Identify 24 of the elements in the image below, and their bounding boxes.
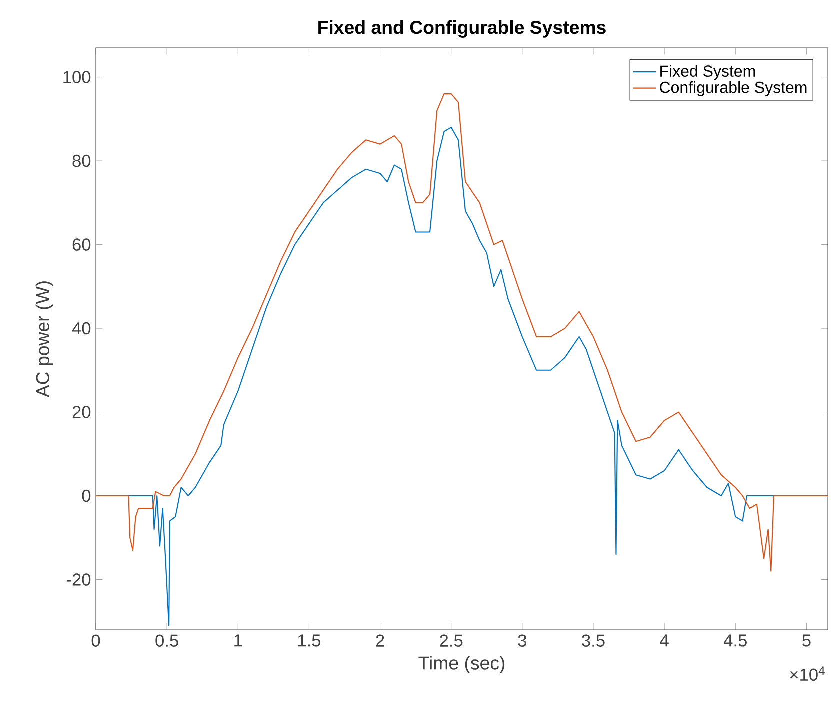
x-tick-label: 3 xyxy=(518,634,526,647)
x-tick-label: 4 xyxy=(660,634,669,647)
y-axis-title: AC power (W) xyxy=(36,282,54,398)
x-tick-label: 4.5 xyxy=(724,634,747,647)
y-tick-label: 80 xyxy=(72,154,91,168)
legend-label: Configurable System xyxy=(660,82,807,96)
x-tick-label: 5 xyxy=(802,634,811,647)
x-tick-label: 2.5 xyxy=(440,634,463,647)
x-tick-label: 1.5 xyxy=(298,634,321,647)
y-tick-label: 40 xyxy=(72,322,91,335)
chart-title: Fixed and Configurable Systems xyxy=(318,20,606,38)
x-tick-label: 0 xyxy=(92,634,100,647)
y-tick-label: 100 xyxy=(64,71,91,84)
legend-label: Fixed System xyxy=(660,65,756,80)
y-tick-label: 60 xyxy=(72,238,91,251)
y-tick-label: -20 xyxy=(67,574,91,586)
text: ×10$^{4}$ xyxy=(790,666,825,682)
x-tick-label: 3.5 xyxy=(582,634,605,647)
x-tick-label: 0.5 xyxy=(156,634,178,647)
x-tick-label: 1 xyxy=(234,634,242,647)
y-tick-label: 20 xyxy=(72,406,91,418)
x-tick-label: 2 xyxy=(376,634,384,647)
y-tick-label: 0 xyxy=(82,490,91,502)
x-axis-title: Time (sec) xyxy=(418,656,505,674)
